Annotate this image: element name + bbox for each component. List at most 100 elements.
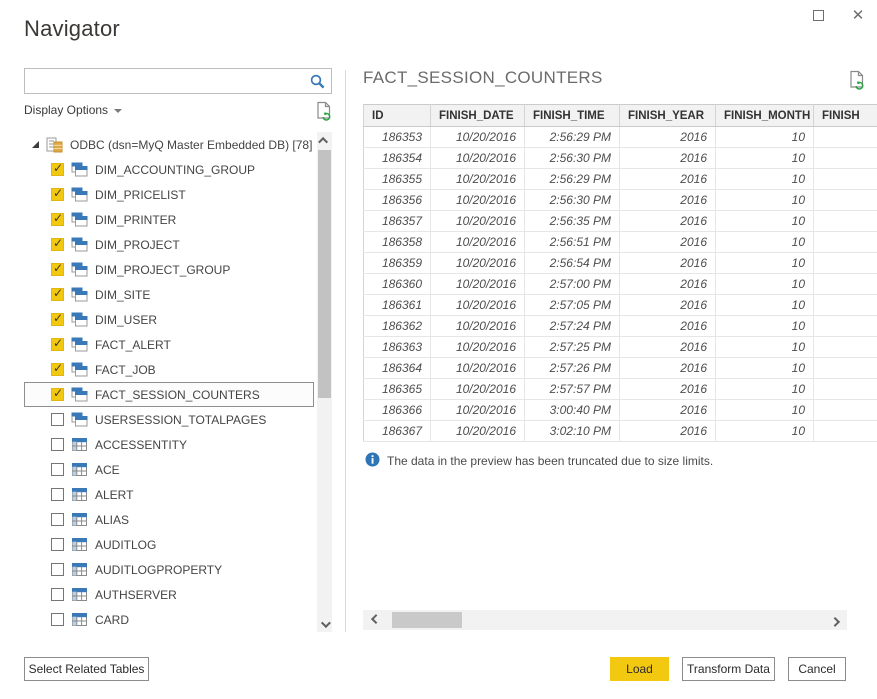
column-header-finish_month: FINISH_MONTH (715, 104, 814, 127)
tree-item-checkbox[interactable] (51, 588, 64, 601)
refresh-preview-button[interactable] (848, 70, 867, 96)
tree-scrollbar[interactable] (317, 132, 332, 632)
tree-item-dim_accounting_group[interactable]: DIM_ACCOUNTING_GROUP (24, 157, 314, 182)
search-icon[interactable] (309, 73, 326, 95)
collapse-expander-icon[interactable] (32, 141, 39, 148)
tree-item-dim_printer[interactable]: DIM_PRINTER (24, 207, 314, 232)
tree-item-dim_pricelist[interactable]: DIM_PRICELIST (24, 182, 314, 207)
scroll-right-arrow-icon[interactable] (827, 610, 845, 630)
table-cell: 10 (715, 126, 814, 148)
tree-item-label: ALIAS (95, 512, 130, 527)
tree-item-card[interactable]: CARD (24, 607, 314, 632)
table-cell: 2:56:30 PM (524, 189, 620, 211)
tree-item-label: AUTHSERVER (95, 587, 177, 602)
tree-item-checkbox[interactable] (51, 488, 64, 501)
search-input[interactable] (25, 69, 303, 93)
table-row: 186358 10/20/2016 2:56:51 PM 2016 10 (363, 231, 877, 253)
tree-item-fact_session_counters[interactable]: FACT_SESSION_COUNTERS (24, 382, 314, 407)
tree-item-label: AUDITLOGPROPERTY (95, 562, 223, 577)
navigator-sidebar: Display Options (24, 68, 334, 632)
tree-item-checkbox[interactable] (51, 336, 64, 351)
table-cell (813, 357, 877, 379)
refresh-preview-button[interactable] (315, 101, 334, 127)
table-cell: 2:56:30 PM (524, 147, 620, 169)
maximize-icon (812, 9, 824, 21)
tree-item-auditlog[interactable]: AUDITLOG (24, 532, 314, 557)
table-row: 186359 10/20/2016 2:56:54 PM 2016 10 (363, 252, 877, 274)
table-cell (813, 294, 877, 316)
tree-item-checkbox[interactable] (51, 361, 64, 376)
tree-item-label: FACT_SESSION_COUNTERS (95, 387, 260, 402)
tree-item-checkbox[interactable] (51, 563, 64, 576)
tree-item-fact_job[interactable]: FACT_JOB (24, 357, 314, 382)
select-related-tables-button[interactable]: Select Related Tables (24, 657, 149, 681)
tree-root-label: ODBC (dsn=MyQ Master Embedded DB) [78] (70, 137, 313, 152)
tree-item-checkbox[interactable] (51, 613, 64, 626)
tree-item-dim_user[interactable]: DIM_USER (24, 307, 314, 332)
table-cell: 186365 (363, 378, 431, 400)
table-cell: 10/20/2016 (430, 294, 525, 316)
preview-panel: FACT_SESSION_COUNTERS ID FINISH_DATE FINIS… (363, 68, 877, 630)
tree-item-label: FACT_JOB (95, 362, 156, 377)
tree-item-checkbox[interactable] (51, 161, 64, 176)
tree-item-checkbox[interactable] (51, 438, 64, 451)
close-button[interactable]: ✕ (845, 4, 871, 26)
table-row: 186360 10/20/2016 2:57:00 PM 2016 10 (363, 273, 877, 295)
tree-item-checkbox[interactable] (51, 261, 64, 276)
table-node-icon (71, 162, 88, 177)
tree-item-checkbox[interactable] (51, 386, 64, 401)
tree-item-checkbox[interactable] (51, 311, 64, 326)
tree-item-label: DIM_PROJECT_GROUP (95, 262, 231, 277)
scroll-down-arrow-icon[interactable] (317, 616, 332, 632)
tree-item-checkbox[interactable] (51, 186, 64, 201)
tree-item-auditlogproperty[interactable]: AUDITLOGPROPERTY (24, 557, 314, 582)
info-icon (365, 452, 380, 470)
tree-item-checkbox[interactable] (51, 538, 64, 551)
tree-item-checkbox[interactable] (51, 211, 64, 226)
table-row: 186356 10/20/2016 2:56:30 PM 2016 10 (363, 189, 877, 211)
table-node-icon (71, 187, 88, 202)
tree-item-authserver[interactable]: AUTHSERVER (24, 582, 314, 607)
search-box[interactable] (24, 68, 332, 94)
table-cell (813, 420, 877, 442)
preview-horizontal-scrollbar[interactable] (363, 610, 847, 630)
maximize-button[interactable] (805, 4, 831, 26)
tree-item-dim_project_group[interactable]: DIM_PROJECT_GROUP (24, 257, 314, 282)
tree-item-fact_alert[interactable]: FACT_ALERT (24, 332, 314, 357)
tree-item-checkbox[interactable] (51, 236, 64, 251)
tree-item-accessentity[interactable]: ACCESSENTITY (24, 432, 314, 457)
table-node-icon (71, 562, 88, 577)
table-cell: 10/20/2016 (430, 399, 525, 421)
display-options-dropdown[interactable]: Display Options (24, 103, 123, 117)
table-cell: 10/20/2016 (430, 126, 525, 148)
tree-item-dim_project[interactable]: DIM_PROJECT (24, 232, 314, 257)
table-cell: 2016 (619, 357, 716, 379)
cancel-button[interactable]: Cancel (788, 657, 846, 681)
table-cell: 2:57:57 PM (524, 378, 620, 400)
tree-item-label: FACT_ALERT (95, 337, 171, 352)
tree-item-label: DIM_PROJECT (95, 237, 180, 252)
tree-root-odbc[interactable]: ODBC (dsn=MyQ Master Embedded DB) [78] (24, 132, 314, 157)
tree-scrollbar-thumb[interactable] (318, 150, 331, 398)
tree-item-checkbox[interactable] (51, 286, 64, 301)
load-button[interactable]: Load (610, 657, 669, 681)
scroll-up-arrow-icon[interactable] (317, 132, 332, 148)
scroll-left-arrow-icon[interactable] (365, 610, 383, 630)
tree-item-usersession_totalpages[interactable]: USERSESSION_TOTALPAGES (24, 407, 314, 432)
tree-item-dim_site[interactable]: DIM_SITE (24, 282, 314, 307)
tree-item-checkbox[interactable] (51, 513, 64, 526)
horizontal-scrollbar-thumb[interactable] (392, 612, 462, 628)
table-cell: 2:57:24 PM (524, 315, 620, 337)
tree-item-alert[interactable]: ALERT (24, 482, 314, 507)
transform-data-button[interactable]: Transform Data (682, 657, 775, 681)
table-cell: 3:00:40 PM (524, 399, 620, 421)
tree-item-checkbox[interactable] (51, 413, 64, 426)
odbc-database-icon (46, 137, 63, 153)
tree-item-alias[interactable]: ALIAS (24, 507, 314, 532)
close-icon: ✕ (851, 6, 865, 24)
table-node-icon (71, 437, 88, 452)
tree-item-checkbox[interactable] (51, 463, 64, 476)
column-header-finish_year: FINISH_YEAR (619, 104, 716, 127)
table-cell: 186359 (363, 252, 431, 274)
tree-item-ace[interactable]: ACE (24, 457, 314, 482)
